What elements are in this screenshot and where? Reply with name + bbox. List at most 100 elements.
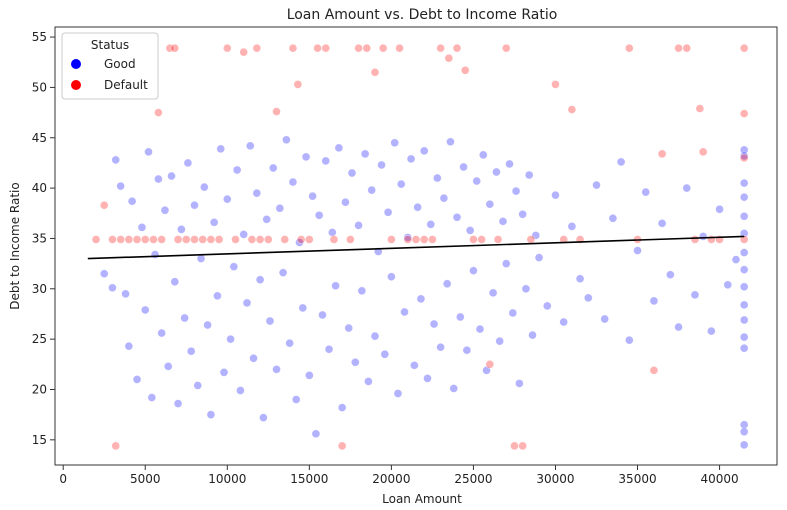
point-good: [137, 223, 147, 232]
point-good: [649, 296, 659, 306]
point-default: [329, 235, 339, 244]
point-good: [396, 179, 406, 189]
point-default: [419, 235, 429, 244]
legend-marker-good: [71, 59, 81, 69]
point-good: [707, 326, 716, 336]
point-good: [739, 192, 749, 202]
point-good: [446, 137, 455, 147]
point-good: [498, 217, 508, 226]
point-good: [616, 157, 626, 167]
point-good: [132, 375, 142, 384]
point-default: [154, 108, 163, 117]
point-good: [518, 209, 527, 219]
point-default: [165, 43, 175, 53]
point-default: [469, 235, 478, 244]
point-good: [469, 266, 478, 275]
point-good: [144, 147, 153, 157]
point-default: [239, 47, 249, 57]
point-good: [456, 312, 465, 322]
point-good: [505, 159, 514, 169]
point-good: [301, 152, 311, 162]
point-good: [236, 386, 245, 395]
point-good: [291, 395, 301, 404]
point-good: [739, 178, 749, 188]
point-good: [357, 286, 367, 296]
legend: Status Good Default: [61, 32, 159, 100]
point-good: [255, 275, 265, 285]
point-good: [298, 303, 308, 313]
point-default: [305, 235, 314, 244]
point-good: [311, 429, 321, 439]
point-good: [472, 176, 482, 186]
point-good: [583, 293, 593, 303]
point-good: [436, 342, 445, 352]
point-good: [147, 393, 157, 402]
point-good: [739, 211, 749, 221]
point-good: [186, 346, 196, 356]
point-default: [280, 235, 290, 244]
point-good: [442, 279, 452, 289]
legend-box: [61, 32, 159, 100]
points-layer: [91, 43, 749, 451]
point-default: [395, 43, 404, 53]
point-good: [367, 185, 376, 195]
point-default: [346, 235, 355, 244]
point-default: [625, 43, 634, 53]
point-default: [485, 360, 495, 369]
point-good: [383, 207, 393, 217]
point-good: [488, 288, 498, 298]
x-tick-label: 10000: [208, 472, 246, 486]
point-default: [214, 235, 224, 244]
point-default: [436, 43, 445, 53]
point-default: [170, 43, 180, 53]
point-good: [318, 310, 327, 320]
point-good: [190, 200, 199, 210]
point-good: [341, 197, 350, 207]
legend-title: Status: [91, 38, 129, 52]
point-default: [296, 235, 306, 244]
point-good: [433, 173, 442, 183]
point-good: [354, 221, 363, 230]
point-good: [242, 298, 252, 308]
point-good: [99, 269, 109, 278]
x-tick-label: 30000: [536, 472, 574, 486]
y-tick-label: 45: [32, 131, 47, 145]
point-good: [140, 305, 150, 315]
point-default: [444, 53, 454, 63]
point-good: [127, 196, 137, 206]
point-good: [239, 230, 249, 239]
point-good: [439, 193, 449, 203]
point-good: [515, 379, 524, 388]
point-good: [344, 323, 354, 333]
point-good: [542, 301, 552, 311]
point-good: [108, 283, 117, 293]
point-good: [462, 345, 472, 355]
point-good: [350, 357, 360, 367]
point-good: [739, 282, 749, 292]
point-good: [641, 187, 651, 197]
point-good: [739, 300, 749, 310]
point-good: [423, 374, 432, 383]
point-good: [657, 219, 667, 228]
point-default: [181, 235, 191, 244]
point-default: [99, 200, 109, 210]
point-default: [264, 235, 273, 244]
x-tick-label: 5000: [130, 472, 161, 486]
point-good: [209, 218, 219, 227]
point-default: [206, 235, 216, 244]
point-default: [378, 43, 388, 53]
point-default: [559, 235, 568, 244]
point-good: [690, 290, 700, 300]
point-default: [460, 65, 470, 75]
point-good: [551, 190, 560, 200]
point-good: [226, 334, 235, 344]
point-good: [380, 349, 390, 359]
point-default: [132, 235, 142, 244]
point-good: [452, 213, 462, 222]
point-good: [193, 381, 203, 390]
point-good: [739, 151, 749, 161]
x-tick-label: 40000: [700, 472, 738, 486]
y-tick-label: 50: [32, 80, 47, 94]
point-good: [501, 259, 511, 268]
point-default: [649, 366, 659, 375]
